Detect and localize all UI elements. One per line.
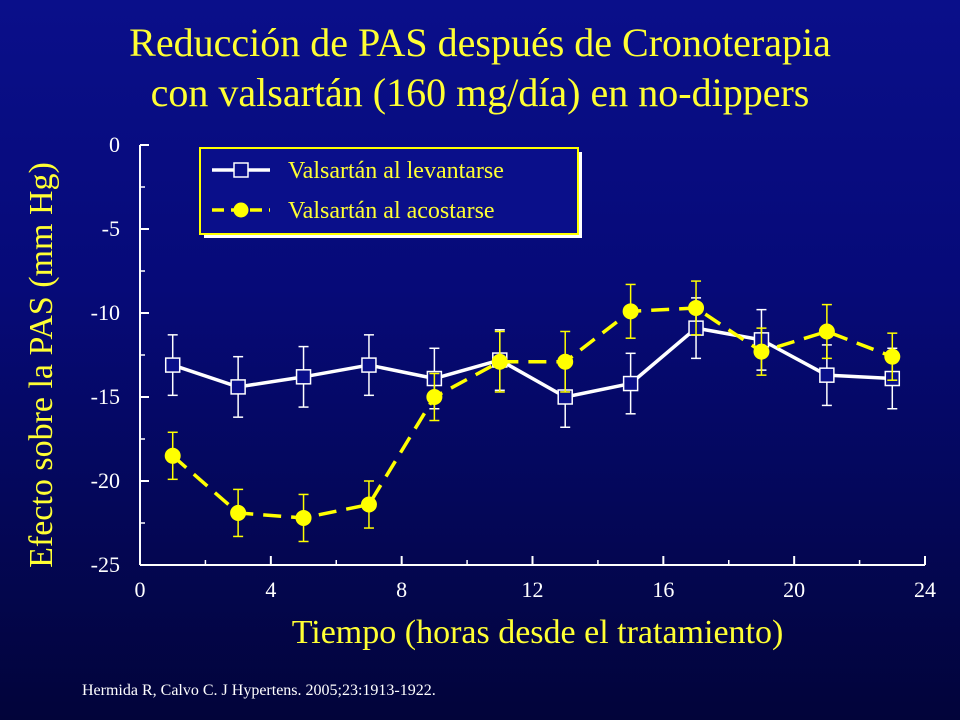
- series-line-1: [171, 306, 893, 520]
- y-tick-label: -20: [91, 468, 120, 493]
- y-tick-label: -25: [91, 552, 120, 577]
- x-tick-label: 20: [783, 577, 805, 602]
- legend-marker-square: [233, 162, 249, 178]
- marker-circle: [230, 504, 247, 521]
- y-tick-label: 0: [109, 132, 120, 157]
- y-tick-label: -5: [102, 216, 120, 241]
- y-axis-label: Efecto sobre la PAS (mm Hg): [23, 162, 60, 568]
- marker-circle: [360, 496, 377, 513]
- series-line-0: [172, 326, 893, 399]
- marker-circle: [164, 447, 181, 464]
- marker-square: [230, 379, 246, 395]
- x-tick-label: 4: [265, 577, 276, 602]
- marker-circle: [688, 299, 705, 316]
- marker-circle: [818, 323, 835, 340]
- x-tick-label: 24: [914, 577, 936, 602]
- marker-square: [295, 369, 312, 385]
- y-tick-label: -15: [91, 384, 120, 409]
- marker-circle: [491, 353, 508, 370]
- x-axis-label: Tiempo (horas desde el tratamiento): [292, 614, 784, 651]
- slide-title-line1: Reducción de PAS después de Cronoterapia: [129, 20, 831, 65]
- y-tick-label: -10: [91, 300, 120, 325]
- marker-circle: [753, 343, 770, 360]
- legend-marker-circle: [233, 202, 249, 218]
- x-tick-label: 0: [135, 577, 146, 602]
- marker-square: [622, 375, 639, 392]
- legend-box: [199, 147, 579, 235]
- marker-square: [164, 357, 181, 373]
- marker-circle: [295, 509, 312, 526]
- citation: Hermida R, Calvo C. J Hypertens. 2005;23…: [82, 682, 436, 699]
- marker-circle: [884, 348, 901, 365]
- legend-label-0: Valsartán al levantarse: [288, 158, 504, 184]
- legend-label-1: Valsartán al acostarse: [288, 198, 495, 224]
- marker-circle: [426, 389, 443, 405]
- x-tick-label: 8: [396, 577, 407, 602]
- marker-circle: [622, 303, 639, 320]
- marker-square: [361, 357, 377, 373]
- marker-circle: [557, 353, 574, 370]
- marker-square: [819, 367, 835, 383]
- x-tick-label: 12: [522, 577, 544, 602]
- slide-title-line2: con valsartán (160 mg/día) en no-dippers: [150, 70, 810, 115]
- x-tick-label: 16: [652, 577, 674, 602]
